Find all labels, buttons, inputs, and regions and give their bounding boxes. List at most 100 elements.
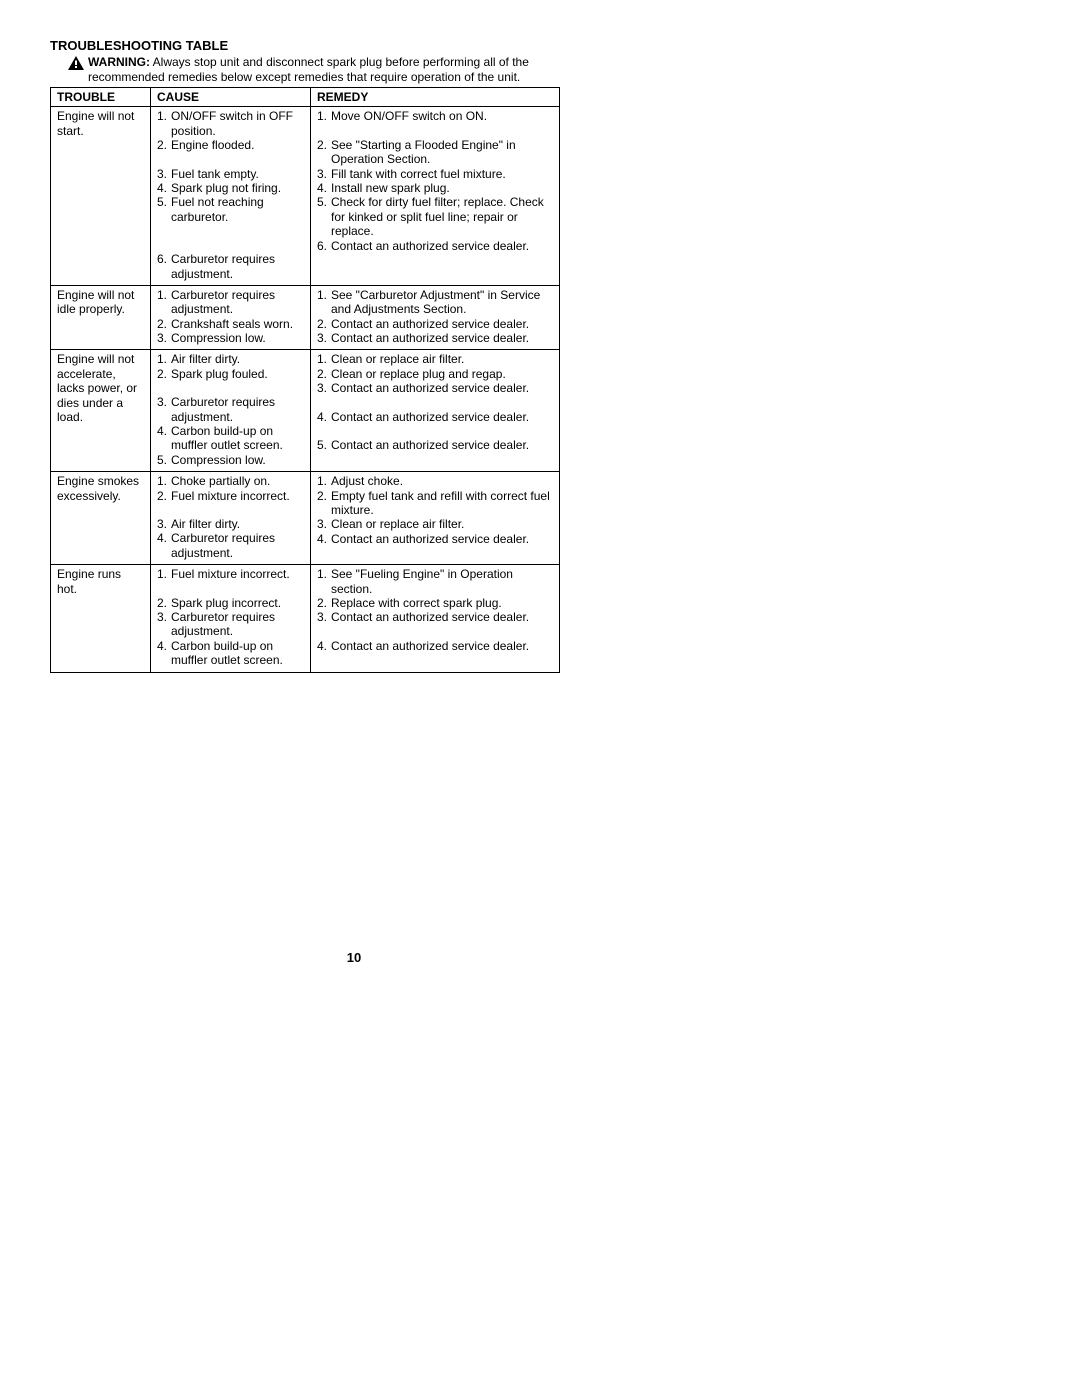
list-number: 5. <box>317 195 331 209</box>
list-number: 1. <box>157 567 171 581</box>
list-number: 2. <box>317 367 331 381</box>
list-text: Air filter dirty. <box>171 517 304 531</box>
list-item: 3.Carburetor requires adjustment. <box>157 610 304 639</box>
list-item: 2.Engine flooded. <box>157 138 304 152</box>
list-item: 2.Crankshaft seals worn. <box>157 317 304 331</box>
table-row: Engine will not accelerate, lacks power,… <box>51 350 560 472</box>
list-text: Clean or replace air filter. <box>331 352 553 366</box>
list-text: Contact an authorized service dealer. <box>331 532 553 546</box>
list-text: Carburetor requires adjustment. <box>171 395 304 424</box>
list-item: 3.Fill tank with correct fuel mixture. <box>317 167 553 181</box>
list-text: Air filter dirty. <box>171 352 304 366</box>
list-item: 3.Fuel tank empty. <box>157 167 304 181</box>
trouble-cell: Engine will not accelerate, lacks power,… <box>51 350 151 472</box>
list-item: 1.Carburetor requires adjustment. <box>157 288 304 317</box>
list-item: 3.Compression low. <box>157 331 304 345</box>
list-item: 1.Move ON/OFF switch on ON. <box>317 109 553 123</box>
remedy-cell: 1.Move ON/OFF switch on ON.2.See "Starti… <box>311 107 560 286</box>
list-text: Contact an authorized service dealer. <box>331 381 553 395</box>
list-text: Check for dirty fuel filter; replace. Ch… <box>331 195 553 238</box>
list-item: 6.Contact an authorized service dealer. <box>317 239 553 253</box>
header-remedy: REMEDY <box>311 88 560 107</box>
remedy-cell: 1.Clean or replace air filter.2.Clean or… <box>311 350 560 472</box>
list-item: 4.Contact an authorized service dealer. <box>317 410 553 424</box>
list-item: 4.Spark plug not firing. <box>157 181 304 195</box>
list-item: 4.Carburetor requires adjustment. <box>157 531 304 560</box>
cause-cell: 1.Carburetor requires adjustment.2.Crank… <box>151 285 311 350</box>
list-number: 3. <box>157 167 171 181</box>
list-text: Install new spark plug. <box>331 181 553 195</box>
list-number: 2. <box>317 317 331 331</box>
list-item: 1.Choke partially on. <box>157 474 304 488</box>
warning-icon <box>68 56 84 70</box>
list-number: 4. <box>317 532 331 546</box>
list-item: 2.Fuel mixture incorrect. <box>157 489 304 503</box>
remedy-cell: 1.See "Carburetor Adjustment" in Service… <box>311 285 560 350</box>
list-text: Choke partially on. <box>171 474 304 488</box>
list-number: 5. <box>157 453 171 467</box>
list-number: 1. <box>317 567 331 581</box>
list-text: Contact an authorized service dealer. <box>331 331 553 345</box>
list-text: Clean or replace air filter. <box>331 517 553 531</box>
list-number: 1. <box>317 288 331 302</box>
list-text: Fill tank with correct fuel mixture. <box>331 167 553 181</box>
list-number: 4. <box>317 410 331 424</box>
table-row: Engine runs hot.1.Fuel mixture incorrect… <box>51 565 560 672</box>
list-item: 4.Contact an authorized service dealer. <box>317 639 553 653</box>
list-text: Compression low. <box>171 453 304 467</box>
list-number: 3. <box>317 167 331 181</box>
list-item: 3.Carburetor requires adjustment. <box>157 395 304 424</box>
list-item: 1.Adjust choke. <box>317 474 553 488</box>
cause-cell: 1.Fuel mixture incorrect.2.Spark plug in… <box>151 565 311 672</box>
list-text: Crankshaft seals worn. <box>171 317 304 331</box>
header-cause: CAUSE <box>151 88 311 107</box>
list-number: 4. <box>157 531 171 545</box>
trouble-cell: Engine smokes excessively. <box>51 472 151 565</box>
list-number: 2. <box>157 489 171 503</box>
list-text: Carburetor requires adjustment. <box>171 252 304 281</box>
cause-cell: 1.ON/OFF switch in OFF position.2.Engine… <box>151 107 311 286</box>
list-item: 4.Contact an authorized service dealer. <box>317 532 553 546</box>
list-text: ON/OFF switch in OFF position. <box>171 109 304 138</box>
list-item: 2.Spark plug incorrect. <box>157 596 304 610</box>
list-number: 2. <box>317 138 331 152</box>
list-number: 1. <box>157 352 171 366</box>
list-number: 3. <box>317 331 331 345</box>
list-text: Carburetor requires adjustment. <box>171 288 304 317</box>
list-item: 3.Air filter dirty. <box>157 517 304 531</box>
list-text: See "Carburetor Adjustment" in Service a… <box>331 288 553 317</box>
trouble-cell: Engine runs hot. <box>51 565 151 672</box>
list-item: 5.Fuel not reaching carburetor. <box>157 195 304 224</box>
list-item: 4.Carbon build-up on muffler outlet scre… <box>157 639 304 668</box>
warning-label: WARNING: <box>88 55 150 69</box>
list-text: Adjust choke. <box>331 474 553 488</box>
remedy-cell: 1.See "Fueling Engine" in Operation sect… <box>311 565 560 672</box>
trouble-cell: Engine will not idle properly. <box>51 285 151 350</box>
list-item: 1.ON/OFF switch in OFF position. <box>157 109 304 138</box>
list-number: 3. <box>157 331 171 345</box>
remedy-cell: 1.Adjust choke.2.Empty fuel tank and ref… <box>311 472 560 565</box>
list-text: Engine flooded. <box>171 138 304 152</box>
list-item: 6.Carburetor requires adjustment. <box>157 252 304 281</box>
list-item: 5.Compression low. <box>157 453 304 467</box>
list-number: 5. <box>157 195 171 209</box>
list-item: 1.See "Carburetor Adjustment" in Service… <box>317 288 553 317</box>
warning-body: Always stop unit and disconnect spark pl… <box>88 55 529 84</box>
list-number: 3. <box>157 517 171 531</box>
list-number: 5. <box>317 438 331 452</box>
list-item: 2.Empty fuel tank and refill with correc… <box>317 489 553 518</box>
list-number: 4. <box>157 424 171 438</box>
warning-text: WARNING: Always stop unit and disconnect… <box>88 55 560 85</box>
page-container: TROUBLESHOOTING TABLE WARNING: Always st… <box>50 38 1030 673</box>
table-row: Engine smokes excessively. 1.Choke partia… <box>51 472 560 565</box>
list-number: 3. <box>317 517 331 531</box>
list-number: 3. <box>317 610 331 624</box>
list-number: 4. <box>157 639 171 653</box>
list-number: 6. <box>157 252 171 266</box>
list-text: Carburetor requires adjustment. <box>171 610 304 639</box>
list-text: Move ON/OFF switch on ON. <box>331 109 553 123</box>
list-text: Replace with correct spark plug. <box>331 596 553 610</box>
table-row: Engine will not start.1.ON/OFF switch in… <box>51 107 560 286</box>
header-trouble: TROUBLE <box>51 88 151 107</box>
list-text: Contact an authorized service dealer. <box>331 639 553 653</box>
